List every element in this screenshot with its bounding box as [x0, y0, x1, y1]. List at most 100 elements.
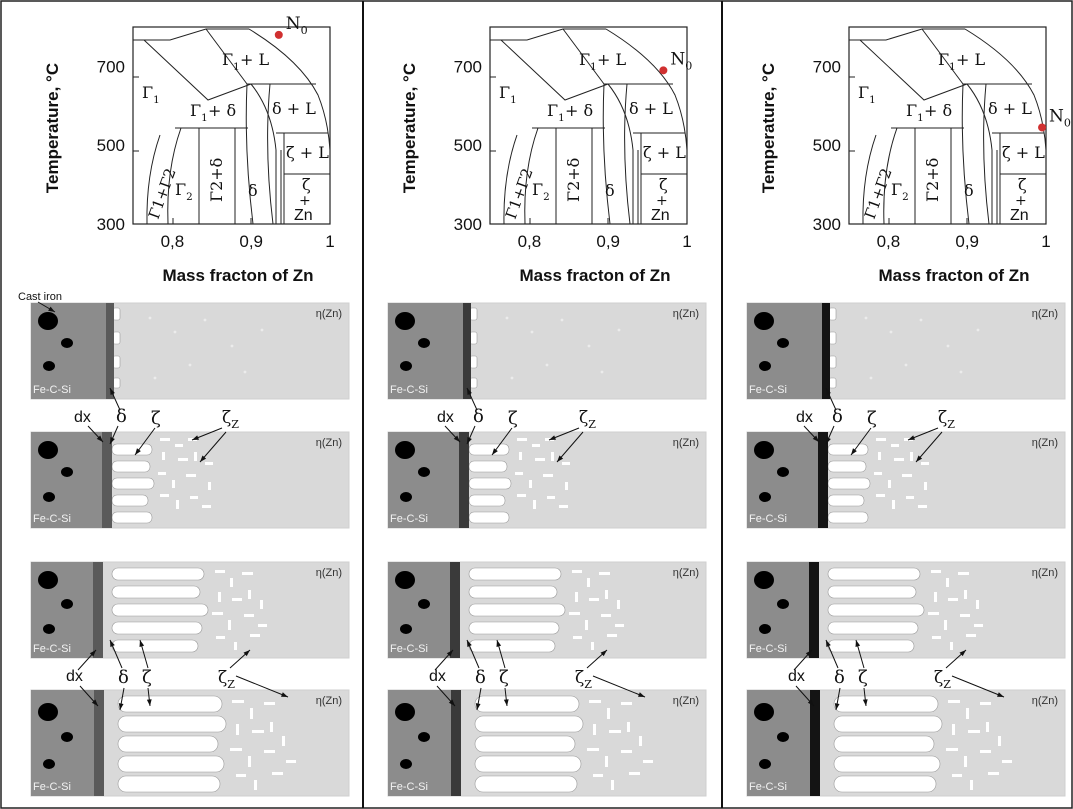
- dx-arrow-head: [805, 650, 812, 657]
- delta-arrow-head: [826, 640, 831, 647]
- dx-arrow-head: [96, 435, 103, 442]
- melt-label: η(Zn): [1032, 308, 1058, 320]
- x-axis-title: Mass fracton of Zn: [162, 266, 313, 285]
- melt-label: η(Zn): [316, 308, 342, 320]
- region-delta: δ: [605, 181, 615, 200]
- region-delta-liquid: δ + L: [629, 99, 673, 118]
- zeta-arrow-head: [135, 448, 141, 455]
- zeta-arrow-head: [146, 699, 152, 706]
- region-gamma2-delta: Γ2+δ: [207, 158, 226, 202]
- x-tick-label: 0,8: [518, 232, 542, 251]
- melt-arrow-head: [281, 692, 288, 697]
- region-gamma1-delta-suffix: + δ: [924, 101, 952, 120]
- region-zeta: ζ: [1018, 175, 1027, 194]
- delta-arrow-head: [475, 703, 481, 710]
- zeta-z-arrow-head: [908, 435, 915, 440]
- region-zeta: ζ: [659, 175, 668, 194]
- y-tick-label: 700: [97, 57, 125, 76]
- melt-label: η(Zn): [673, 308, 699, 320]
- x-axis-title: Mass fracton of Zn: [878, 266, 1029, 285]
- zeta-z-arrow-head: [959, 650, 966, 657]
- x-tick-label: 0,9: [596, 232, 620, 251]
- zeta-z-arrow-head: [549, 435, 556, 440]
- zeta-z-arrow-head: [600, 650, 607, 657]
- region-gamma1-delta-suffix: + δ: [565, 101, 593, 120]
- x-tick-label: 1: [1041, 232, 1050, 251]
- x-axis-title: Mass fracton of Zn: [519, 266, 670, 285]
- x-tick-label: 0,9: [239, 232, 263, 251]
- zeta-arrow-head: [496, 640, 502, 647]
- region-gamma1-liquid-suffix: + L: [956, 50, 985, 69]
- region-zeta: ζ: [302, 175, 311, 194]
- y-axis-title: Temperature, °C: [400, 63, 419, 193]
- substrate-label: Fe-C-Si: [390, 781, 428, 793]
- delta-arrow-head: [467, 437, 472, 444]
- zeta-label: ζ: [508, 408, 518, 429]
- delta-arrow-head: [118, 703, 124, 710]
- region-zeta-liquid: ζ + L: [286, 143, 329, 162]
- cast-iron-label: Cast iron: [18, 291, 62, 303]
- cast-iron-arrow-head: [48, 306, 55, 312]
- y-tick-label: 700: [813, 57, 841, 76]
- dx-label: dx: [66, 668, 83, 685]
- melt-arrow-head: [997, 692, 1004, 697]
- substrate-label: Fe-C-Si: [390, 513, 428, 525]
- dx-label: dx: [429, 668, 446, 685]
- region-gamma1-liquid-suffix: + L: [597, 50, 626, 69]
- substrate-label: Fe-C-Si: [33, 781, 71, 793]
- zeta-z-arrow: [199, 431, 227, 463]
- dx-arrow-head: [448, 699, 455, 706]
- zeta-arrow-head: [855, 640, 861, 647]
- zeta-arrow-head: [862, 699, 868, 706]
- intermetallic-layer: [463, 303, 471, 399]
- region-plus: +: [299, 193, 311, 209]
- region-plus: +: [656, 193, 668, 209]
- delta-arrow-head: [110, 437, 115, 444]
- zeta-arrow-head: [851, 448, 857, 455]
- dx-arrow-head: [807, 699, 814, 706]
- dx-arrow-head: [89, 650, 96, 657]
- dx-arrow-head: [453, 435, 460, 442]
- zeta-arrow-head: [503, 699, 509, 706]
- zeta-label: ζ: [142, 667, 152, 688]
- x-tick-label: 0,8: [877, 232, 901, 251]
- y-tick-label: 500: [813, 136, 841, 155]
- n0-point: [274, 30, 283, 39]
- zeta-z-arrow: [556, 431, 584, 463]
- delta-label: δ: [475, 667, 486, 688]
- delta-arrow-head: [110, 640, 115, 647]
- dx-label: dx: [796, 409, 813, 426]
- intermetallic-layer: [451, 690, 461, 796]
- melt-arrow: [951, 675, 1005, 698]
- substrate-label: Fe-C-Si: [390, 384, 428, 396]
- zeta-z-arrow-head: [916, 455, 923, 462]
- region-zeta-liquid: ζ + L: [643, 143, 686, 162]
- delta-arrow-head: [834, 703, 840, 710]
- y-tick-label: 300: [97, 215, 125, 234]
- melt-label: η(Zn): [673, 695, 699, 707]
- melt-label: η(Zn): [316, 437, 342, 449]
- intermetallic-layer: [102, 432, 112, 528]
- y-axis-title: Temperature, °C: [759, 63, 778, 193]
- delta-arrow-head: [826, 437, 831, 444]
- dx-label: dx: [788, 668, 805, 685]
- substrate-label: Fe-C-Si: [33, 384, 71, 396]
- x-tick-label: 1: [325, 232, 334, 251]
- n0-point: [1038, 123, 1047, 132]
- melt-arrow: [592, 675, 646, 698]
- substrate-label: Fe-C-Si: [749, 643, 787, 655]
- intermetallic-layer: [810, 690, 820, 796]
- substrate-label: Fe-C-Si: [749, 781, 787, 793]
- intermetallic-layer: [94, 690, 104, 796]
- delta-label: δ: [116, 406, 127, 427]
- region-gamma2-delta: Γ2+δ: [923, 158, 942, 202]
- region-delta: δ: [964, 181, 974, 200]
- zeta-arrow-head: [492, 448, 498, 455]
- substrate-label: Fe-C-Si: [749, 513, 787, 525]
- y-tick-label: 300: [454, 215, 482, 234]
- region-delta-liquid: δ + L: [988, 99, 1032, 118]
- zeta-label: ζ: [858, 667, 868, 688]
- melt-label: η(Zn): [316, 567, 342, 579]
- zeta-z-arrow: [915, 431, 943, 463]
- region-zn: Zn: [294, 207, 313, 224]
